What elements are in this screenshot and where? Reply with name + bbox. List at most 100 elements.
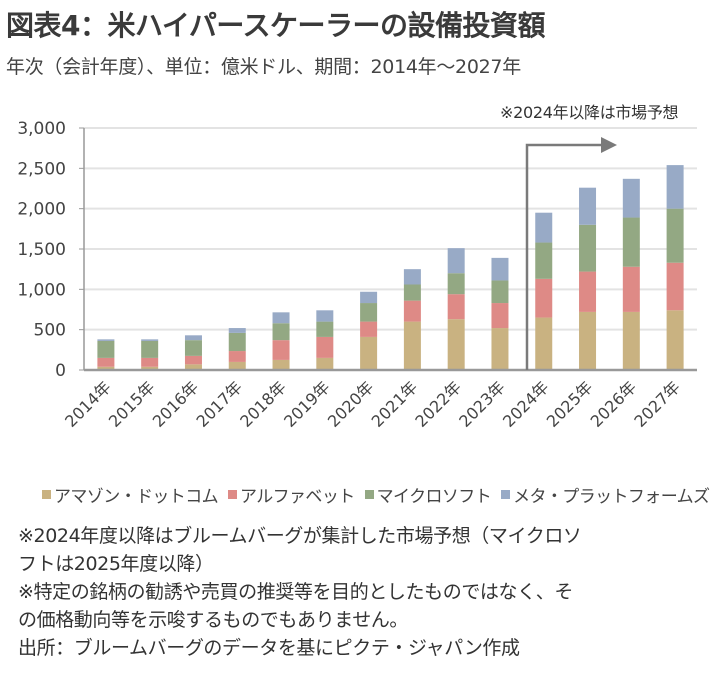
bar-segment <box>666 262 684 311</box>
legend-label: アルファベット <box>240 487 355 507</box>
x-tick-label: 2027年 <box>630 377 684 431</box>
legend-item-amazon: アマゾン・ドットコム <box>42 482 219 507</box>
bar-segment <box>141 357 159 367</box>
bar-segment <box>184 364 202 370</box>
bar-segment <box>316 310 334 322</box>
bar-segment <box>535 317 553 370</box>
y-axis-ticks: 0 500 1,000 1,500 2,000 2,500 3,000 <box>17 119 84 381</box>
bar-segment <box>272 323 290 341</box>
bar-stack <box>579 187 597 370</box>
footnote-line: ※特定の銘柄の勧誘や売買の推奨等を目的としたものではなく、そ <box>18 581 573 603</box>
bar-segment <box>97 366 115 370</box>
bar-segment <box>491 280 509 304</box>
chart-title: 図表4：米ハイパースケーラーの設備投資額 <box>6 9 545 42</box>
bar-segment <box>447 248 465 274</box>
x-tick-label: 2014年 <box>61 377 115 431</box>
bar-segment <box>360 336 378 370</box>
forecast-arrow-head <box>601 137 617 153</box>
bar-segment <box>184 335 202 341</box>
x-tick-label: 2026年 <box>587 377 641 431</box>
bar-segment <box>447 294 465 320</box>
x-axis-ticks: 2014年2015年2016年2017年2018年2019年2020年2021年… <box>61 377 684 431</box>
bar-stack <box>360 291 378 370</box>
bar-stack <box>184 335 202 370</box>
source-line: 出所：ブルームバーグのデータを基にピクテ・ジャパン作成 <box>18 637 520 659</box>
bar-stack <box>535 212 553 370</box>
x-tick-label: 2022年 <box>411 377 465 431</box>
legend-swatch <box>501 490 511 499</box>
bar-stack <box>666 165 684 370</box>
bar-segment <box>360 303 378 322</box>
bar-segment <box>579 187 597 225</box>
footnotes: ※2024年度以降はブルームバーグが集計した市場予想（マイクロソ フトは2025… <box>18 522 708 662</box>
bar-segment <box>622 178 640 218</box>
bar-segment <box>447 319 465 370</box>
bar-segment <box>316 357 334 370</box>
bar-stack <box>316 310 334 370</box>
bar-segment <box>622 311 640 370</box>
bar-segment <box>491 328 509 370</box>
legend-item-alphabet: アルファベット <box>228 482 355 507</box>
bar-segment <box>316 336 334 358</box>
legend-item-microsoft: マイクロソフト <box>364 482 492 507</box>
bar-segment <box>403 321 421 370</box>
stacked-bar-chart: 0 500 1,000 1,500 2,000 2,500 3,000 2014年2015年… <box>17 119 697 431</box>
footnote-line: フトは2025年度以降） <box>18 553 214 575</box>
forecast-annotation: ※2024年以降は市場予想 <box>500 103 679 122</box>
bar-segment <box>403 300 421 322</box>
x-tick-label: 2018年 <box>236 377 290 431</box>
bar-segment <box>97 339 115 341</box>
bar-segment <box>447 273 465 295</box>
bar-segment <box>97 357 115 367</box>
bar-segment <box>316 321 334 337</box>
bar-stack <box>272 312 290 370</box>
bar-stack <box>447 248 465 370</box>
bar-segment <box>184 355 202 365</box>
bar-segment <box>579 271 597 312</box>
bar-segment <box>228 351 246 362</box>
x-tick-label: 2019年 <box>280 377 334 431</box>
bars <box>97 165 684 370</box>
x-tick-label: 2021年 <box>368 377 422 431</box>
bar-segment <box>272 359 290 370</box>
bar-segment <box>360 321 378 337</box>
x-tick-label: 2023年 <box>455 377 509 431</box>
bar-segment <box>491 303 509 329</box>
x-tick-label: 2016年 <box>149 377 203 431</box>
forecast-arrow-line <box>525 143 603 370</box>
bar-segment <box>535 212 553 243</box>
bar-segment <box>228 332 246 352</box>
bar-stack <box>403 269 421 370</box>
bar-segment <box>622 217 640 267</box>
forecast-marker <box>525 137 617 370</box>
bar-stack <box>228 328 246 370</box>
bar-segment <box>535 242 553 279</box>
x-tick-label: 2015年 <box>105 377 159 431</box>
bar-stack <box>622 178 640 370</box>
bar-segment <box>535 278 553 318</box>
legend: アマゾン・ドットコム アルファベット マイクロソフト メタ・プラットフォームズ <box>42 482 710 507</box>
y-tick-label: 1,500 <box>17 240 66 260</box>
gridlines <box>84 127 697 331</box>
bar-stack <box>97 339 115 370</box>
x-tick-label: 2017年 <box>193 377 247 431</box>
legend-swatch <box>364 490 374 499</box>
bar-segment <box>622 266 640 312</box>
bar-segment <box>228 361 246 370</box>
bar-segment <box>97 340 115 358</box>
bar-segment <box>141 339 159 341</box>
bar-segment <box>666 208 684 263</box>
bar-segment <box>666 165 684 209</box>
y-tick-label: 2,500 <box>17 159 66 179</box>
footnote-line: の価格動向等を示唆するものでもありません。 <box>18 609 409 631</box>
bar-segment <box>184 340 202 356</box>
bar-stack <box>141 339 159 370</box>
y-tick-label: 3,000 <box>17 119 66 139</box>
bar-segment <box>579 224 597 272</box>
legend-label: メタ・プラットフォームズ <box>513 487 710 507</box>
y-tick-label: 500 <box>34 321 66 341</box>
footnote-line: ※2024年度以降はブルームバーグが集計した市場予想（マイクロソ <box>18 525 582 547</box>
bar-segment <box>579 311 597 370</box>
bar-segment <box>403 269 421 285</box>
y-tick-label: 2,000 <box>17 200 66 220</box>
